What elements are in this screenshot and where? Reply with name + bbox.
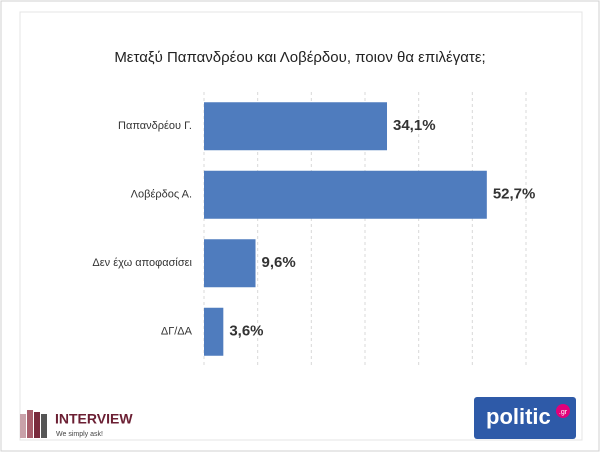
logo-bar <box>20 414 26 438</box>
logo-tagline: We simply ask! <box>56 431 103 438</box>
value-label: 34,1% <box>393 117 436 134</box>
logo-box <box>474 397 576 439</box>
logo-suffix: .gr <box>559 409 568 416</box>
bar <box>204 102 388 151</box>
value-label: 9,6% <box>262 254 296 271</box>
logo-dot <box>556 404 570 418</box>
politic-logo: politic .gr <box>474 397 576 439</box>
logo-bar <box>34 412 40 438</box>
value-label: 52,7% <box>493 186 536 203</box>
y-tick-label: Δεν έχω αποφασίσει <box>92 257 192 269</box>
value-label: 3,6% <box>229 323 263 340</box>
bar <box>204 239 256 288</box>
logo-text: politic <box>486 404 551 429</box>
y-tick-label: Παπανδρέου Γ. <box>118 120 192 132</box>
logo-text: INTERVIEW <box>55 411 133 427</box>
y-tick-label: Λοβέρδος Α. <box>131 189 192 201</box>
interview-logo: INTERVIEW We simply ask! <box>20 410 133 438</box>
logo-bar <box>27 410 33 438</box>
inner-frame <box>19 11 583 441</box>
bar <box>204 170 487 219</box>
bar <box>204 307 224 356</box>
y-tick-label: ΔΓ/ΔΑ <box>161 326 193 338</box>
chart-title: Μεταξύ Παπανδρέου και Λοβέρδου, ποιον θα… <box>114 49 485 66</box>
logo-bar <box>41 414 47 438</box>
